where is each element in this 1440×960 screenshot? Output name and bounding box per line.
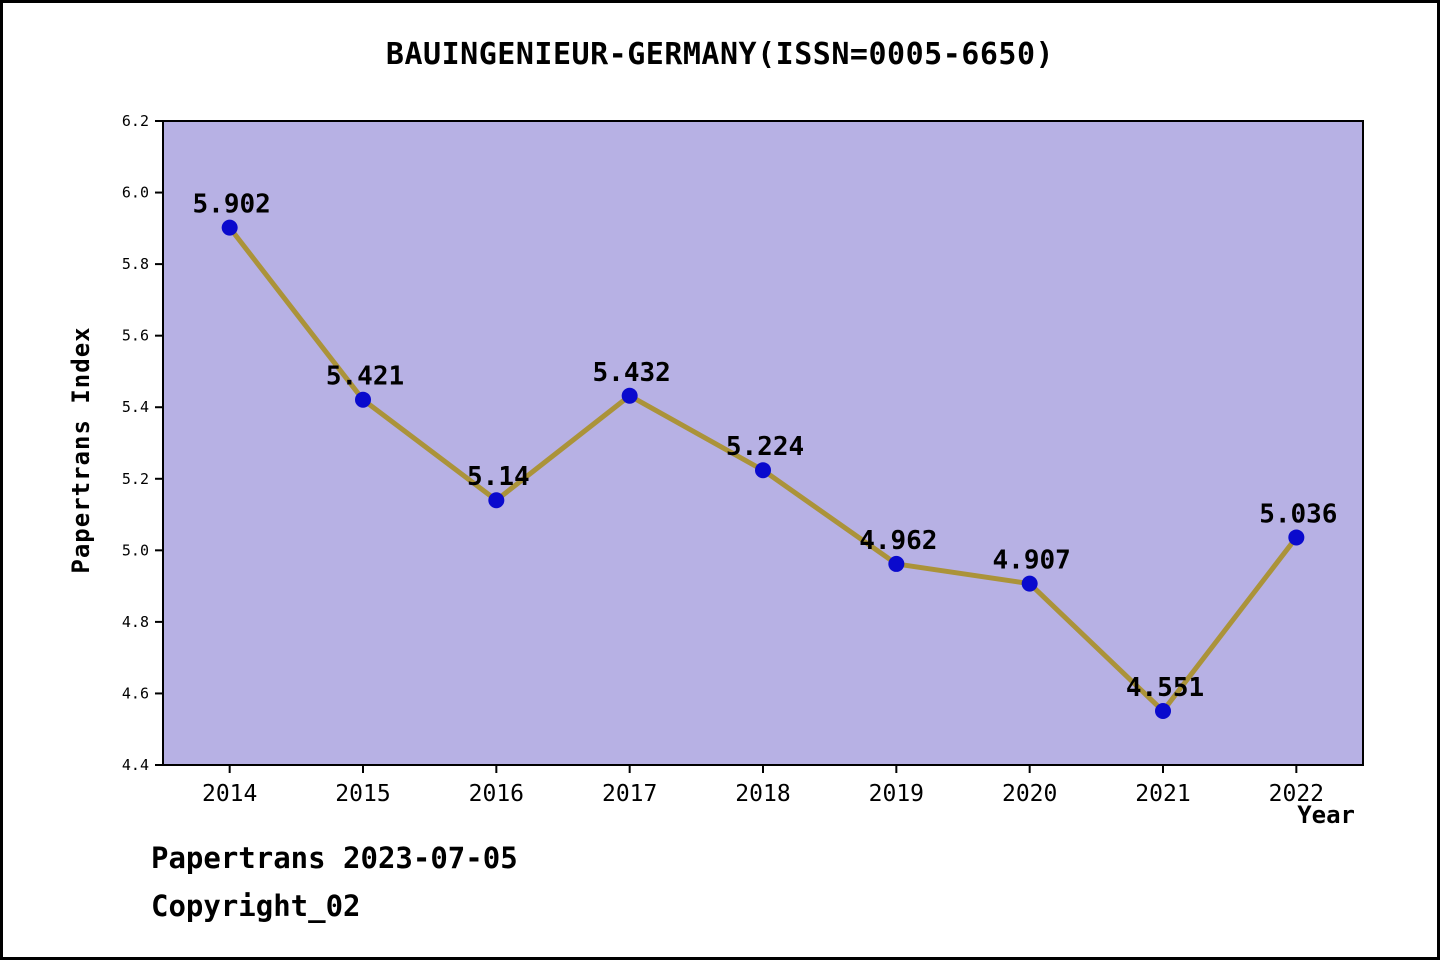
data-point: [1155, 702, 1171, 719]
chart-title: BAUINGENIEUR-GERMANY(ISSN=0005-6650): [385, 37, 1055, 72]
point-label: 5.902: [193, 190, 271, 220]
plot-area: [162, 120, 1364, 766]
x-tick-label: 2019: [869, 781, 924, 807]
footer-copyright: Copyright_02: [151, 889, 361, 923]
y-tick-label: 4.6: [122, 684, 149, 702]
y-tick-label: 5.4: [122, 398, 149, 416]
point-label: 5.421: [326, 362, 404, 392]
y-tick-label: 5.0: [122, 541, 149, 559]
point-label: 5.036: [1259, 499, 1337, 529]
point-label: 4.962: [859, 526, 937, 556]
x-tick-label: 2014: [202, 781, 257, 807]
line-chart: 4.4 4.6 4.8 5.0 5.2 5.4 5.6 5.8 6.0 6.2 2014 2015 20…: [122, 112, 1364, 807]
data-point: [355, 391, 371, 408]
x-tick-label: 2021: [1135, 781, 1190, 807]
point-label: 5.432: [593, 358, 671, 388]
data-point: [1021, 575, 1038, 592]
y-tick-label: 5.8: [122, 255, 149, 273]
x-axis-label: Year: [1297, 801, 1355, 829]
footer-date: Papertrans 2023-07-05: [151, 841, 518, 875]
y-tick-label: 5.6: [122, 327, 149, 345]
data-point: [621, 387, 638, 404]
x-tick-label: 2015: [335, 781, 390, 807]
y-tick-label: 4.8: [122, 613, 149, 631]
data-point: [888, 555, 905, 572]
point-label: 4.551: [1126, 673, 1204, 703]
data-point: [1288, 529, 1305, 546]
y-tick-label: 6.0: [122, 184, 149, 202]
y-tick-label: 4.4: [122, 756, 149, 774]
data-point: [755, 462, 771, 479]
x-tick-label: 2018: [735, 781, 790, 807]
x-tick-label: 2016: [469, 781, 524, 807]
data-point: [221, 219, 238, 236]
point-label: 5.14: [467, 462, 530, 492]
point-label: 5.224: [726, 432, 804, 462]
x-tick-label: 2020: [1002, 781, 1057, 807]
point-label: 4.907: [993, 546, 1071, 576]
x-tick-label: 2017: [602, 781, 657, 807]
y-tick-label: 6.2: [122, 112, 149, 130]
data-point: [488, 492, 505, 509]
y-tick-label: 5.2: [122, 470, 149, 488]
x-tick-label: 2022: [1269, 781, 1324, 807]
y-axis-label: Papertrans Index: [67, 326, 95, 574]
